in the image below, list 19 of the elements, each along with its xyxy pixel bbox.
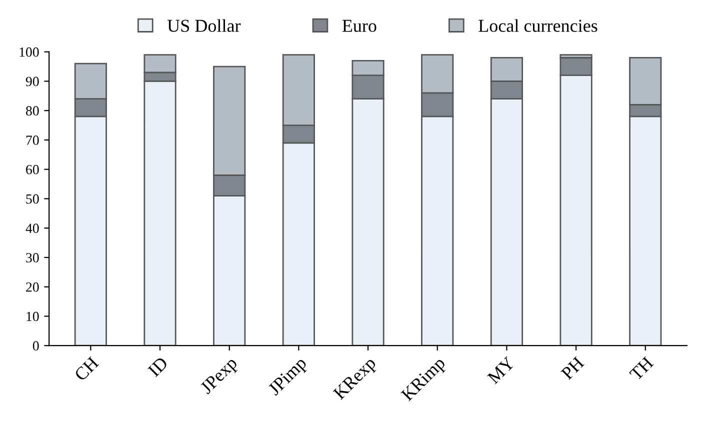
x-tick-label: PH: [560, 356, 585, 380]
x-tick-label: MY: [486, 356, 516, 384]
y-tick-label: 30: [26, 253, 39, 262]
y-tick-label: 70: [26, 136, 39, 145]
y-tick-label: 40: [26, 224, 39, 234]
y-tick-label: 100: [20, 47, 39, 57]
y-tick-label: 60: [26, 164, 39, 174]
y-tick-label: 10: [26, 312, 39, 322]
legend-label: Euro: [342, 20, 376, 32]
legend-label: US Dollar: [167, 19, 241, 32]
y-tick-label: 90: [26, 76, 39, 86]
y-tick-label: 20: [26, 282, 39, 292]
x-tick-label: TH: [629, 356, 654, 381]
x-tick-label: ID: [148, 356, 168, 378]
y-tick-label: 80: [26, 106, 39, 116]
y-tick-label: 50: [26, 194, 39, 204]
legend-label: Local currencies: [478, 19, 598, 32]
y-tick-label: 0: [32, 341, 39, 351]
x-tick-label: CH: [74, 356, 100, 382]
